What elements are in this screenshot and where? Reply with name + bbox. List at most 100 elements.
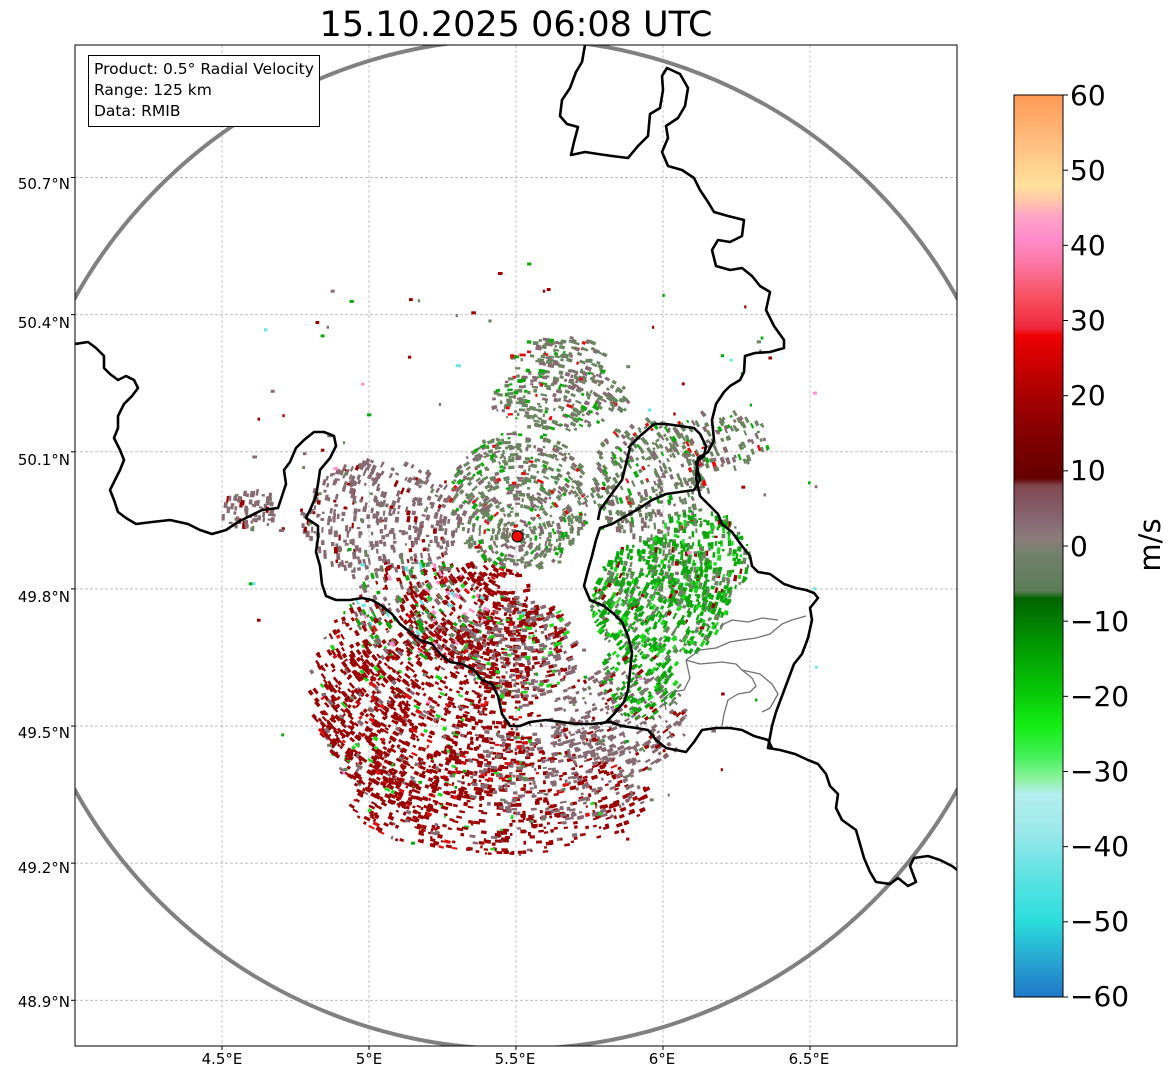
velocity-echo-pixel xyxy=(562,650,568,655)
velocity-echo-pixel xyxy=(544,406,548,410)
velocity-echo-pixel xyxy=(456,827,464,832)
velocity-echo-pixel xyxy=(658,425,663,430)
velocity-echo-pixel xyxy=(370,755,378,762)
velocity-echo-pixel xyxy=(482,707,488,711)
velocity-echo-pixel xyxy=(230,504,234,510)
velocity-echo-pixel xyxy=(379,781,387,787)
velocity-echo-pixel xyxy=(620,670,627,676)
velocity-echo-pixel xyxy=(427,777,434,783)
velocity-echo-pixel xyxy=(494,743,500,747)
velocity-echo-pixel xyxy=(345,666,352,673)
velocity-echo-pixel xyxy=(453,789,457,795)
velocity-echo-pixel xyxy=(483,790,490,794)
velocity-echo-pixel xyxy=(360,673,366,679)
velocity-echo-pixel xyxy=(508,630,512,633)
velocity-echo-pixel xyxy=(744,416,750,424)
velocity-echo-pixel xyxy=(445,540,450,548)
velocity-echo-pixel xyxy=(501,744,505,748)
velocity-echo-pixel xyxy=(489,538,493,541)
velocity-echo-pixel xyxy=(382,510,386,516)
velocity-echo-pixel xyxy=(504,681,512,685)
velocity-echo-pixel xyxy=(382,553,386,560)
velocity-echo-pixel xyxy=(501,701,507,706)
velocity-echo-pixel xyxy=(399,705,403,710)
velocity-echo-pixel xyxy=(737,453,742,461)
velocity-echo-pixel xyxy=(541,751,546,755)
velocity-echo-pixel xyxy=(343,506,348,510)
velocity-echo-pixel xyxy=(504,749,508,753)
velocity-echo-pixel xyxy=(580,392,585,397)
velocity-echo-pixel xyxy=(397,674,403,679)
velocity-echo-pixel xyxy=(515,811,521,816)
velocity-echo-pixel xyxy=(450,672,458,680)
velocity-echo-pixel xyxy=(346,730,351,736)
velocity-echo-pixel xyxy=(585,494,590,499)
velocity-echo-pixel xyxy=(570,392,576,398)
velocity-echo-pixel xyxy=(223,502,228,509)
velocity-echo-pixel xyxy=(426,753,434,760)
velocity-echo-pixel xyxy=(429,842,436,848)
velocity-echo-pixel xyxy=(312,687,319,695)
velocity-echo-pixel xyxy=(330,662,336,669)
velocity-echo-pixel xyxy=(465,465,471,471)
velocity-echo-pixel xyxy=(444,767,449,772)
velocity-echo-pixel xyxy=(567,775,574,780)
velocity-echo-pixel xyxy=(677,692,682,698)
velocity-echo-pixel xyxy=(709,450,715,457)
velocity-echo-pixel xyxy=(239,502,244,508)
velocity-echo-pixel xyxy=(465,455,469,460)
velocity-echo-pixel xyxy=(415,705,421,711)
velocity-echo-pixel xyxy=(361,639,369,647)
velocity-echo-pixel xyxy=(338,766,345,772)
velocity-echo-pixel xyxy=(333,530,338,538)
velocity-echo-pixel xyxy=(577,496,582,501)
velocity-echo-pixel xyxy=(255,488,260,496)
velocity-echo-pixel xyxy=(443,782,449,787)
velocity-echo-pixel xyxy=(399,838,405,843)
velocity-echo-pixel xyxy=(513,410,518,413)
velocity-echo-pixel xyxy=(339,731,347,739)
velocity-echo-pixel xyxy=(578,796,584,800)
velocity-echo-pixel xyxy=(406,687,411,693)
velocity-echo-pixel xyxy=(379,721,387,728)
velocity-echo-pixel xyxy=(417,746,423,751)
velocity-echo-pixel xyxy=(639,479,645,485)
velocity-echo-pixel xyxy=(556,522,562,530)
velocity-echo-pixel xyxy=(515,700,521,704)
velocity-echo-pixel xyxy=(395,776,403,783)
velocity-echo-pixel xyxy=(429,539,433,544)
velocity-echo-pixel xyxy=(590,774,598,781)
velocity-echo-pixel xyxy=(439,691,446,697)
velocity-echo-pixel xyxy=(426,651,432,657)
velocity-echo-pixel xyxy=(533,419,540,423)
velocity-echo-pixel xyxy=(720,437,725,443)
velocity-echo-pixel xyxy=(511,760,515,765)
velocity-echo-pixel xyxy=(661,462,668,470)
velocity-echo-pixel xyxy=(636,813,641,818)
velocity-echo-pixel xyxy=(518,852,522,856)
velocity-echo-pixel xyxy=(570,755,578,761)
velocity-echo-pixel xyxy=(555,609,562,615)
velocity-echo-pixel xyxy=(347,673,353,679)
velocity-echo-pixel xyxy=(549,815,553,819)
velocity-echo-pixel xyxy=(341,660,348,668)
velocity-echo-pixel xyxy=(535,393,538,397)
velocity-echo-pixel xyxy=(504,380,509,384)
velocity-echo-pixel xyxy=(558,384,562,390)
velocity-echo-pixel xyxy=(597,768,601,773)
velocity-echo-pixel xyxy=(641,793,649,800)
velocity-echo-pixel xyxy=(412,815,418,820)
velocity-echo-pixel xyxy=(499,551,505,558)
velocity-echo-pixel xyxy=(518,433,523,437)
velocity-echo-pixel xyxy=(518,716,523,719)
velocity-echo-pixel xyxy=(336,743,341,748)
velocity-echo-pixel xyxy=(595,752,600,757)
velocity-echo-pixel xyxy=(489,725,492,729)
velocity-echo-pixel xyxy=(442,734,447,740)
velocity-echo-pixel xyxy=(437,503,442,509)
velocity-echo-pixel xyxy=(323,489,327,493)
velocity-echo-pixel xyxy=(522,460,529,465)
velocity-echo-pixel xyxy=(521,690,528,694)
velocity-echo-pixel xyxy=(527,390,531,395)
velocity-echo-pixel xyxy=(554,551,560,556)
